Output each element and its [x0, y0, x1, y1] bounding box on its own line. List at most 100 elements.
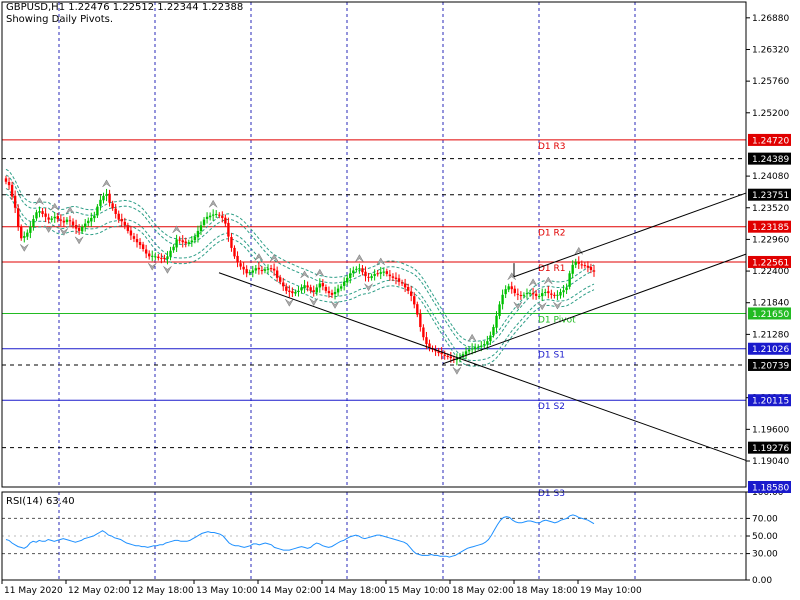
candle-body-91 — [282, 282, 285, 287]
candle-body-48 — [151, 255, 154, 257]
candle-body-154 — [473, 347, 477, 350]
trendlines[interactable] — [218, 192, 747, 461]
candle-body-193 — [592, 270, 596, 272]
candle-body-157 — [483, 343, 486, 346]
candle-body-74 — [230, 237, 233, 248]
candle-body-148 — [455, 358, 459, 361]
fractal-down-marker — [452, 367, 462, 375]
pivot-badge-3-bg — [748, 307, 791, 320]
envelope-band-1 — [5, 193, 595, 367]
candle-body-92 — [285, 286, 288, 291]
time-tick-label-7: 18 May 02:00 — [452, 586, 514, 596]
candle-body-108 — [333, 291, 337, 295]
fractal-down-marker — [74, 236, 84, 245]
candle-body-9 — [32, 219, 35, 227]
candle-body-14 — [47, 217, 50, 220]
pivot-badge-2-bg — [748, 255, 791, 268]
candle-body-64 — [199, 225, 203, 232]
candle-body-180 — [553, 294, 556, 296]
price-axis: 100.0070.0050.0030.000.001.268801.263201… — [746, 14, 789, 586]
candle-body-171 — [525, 293, 529, 295]
candle-body-53 — [166, 256, 169, 260]
candle-body-135 — [416, 304, 419, 315]
fractal-up-marker — [50, 202, 59, 211]
candle-body-40 — [126, 225, 130, 231]
candle-body-80 — [248, 272, 251, 274]
candle-body-179 — [550, 293, 553, 295]
candle-body-34 — [108, 193, 111, 203]
candle-body-88 — [272, 268, 276, 271]
candle-body-17 — [56, 216, 59, 220]
candle-body-138 — [425, 337, 428, 344]
candle-body-95 — [294, 291, 297, 294]
fractal-up-marker — [467, 333, 477, 342]
pivot-badge-4-bg — [748, 342, 791, 355]
candlestick-series — [4, 175, 596, 366]
candle-body-127 — [391, 276, 395, 278]
candle-body-7 — [26, 232, 29, 237]
candle-body-16 — [53, 216, 56, 219]
candle-body-122 — [376, 273, 379, 275]
candle-body-144 — [443, 354, 446, 356]
time-tick-label-4: 14 May 02:00 — [260, 586, 322, 596]
candle-body-41 — [129, 230, 133, 236]
candle-body-137 — [422, 327, 425, 338]
candle-body-13 — [44, 213, 47, 217]
fractal-up-marker — [355, 254, 364, 262]
candle-body-111 — [342, 281, 346, 286]
pivot-badge-1-text: 1.23185 — [752, 223, 789, 233]
candle-body-25 — [80, 226, 84, 232]
symbol-info: GBPUSD,H1 1.22476 1.22512 1.22344 1.2238… — [6, 2, 244, 13]
candle-body-112 — [346, 277, 349, 283]
candle-body-132 — [406, 287, 410, 291]
candle-body-134 — [413, 296, 416, 305]
candle-body-21 — [68, 220, 72, 222]
price-panel-border — [1, 1, 747, 488]
candle-body-65 — [202, 219, 206, 226]
candle-body-78 — [242, 266, 245, 270]
candle-body-12 — [41, 211, 44, 214]
candle-body-163 — [501, 294, 504, 305]
time-axis: 11 May 2020 12 May 02:00 12 May 18:00 13 Ma… — [1, 580, 642, 596]
envelope-bands — [5, 168, 595, 367]
rsi-tick-label-4: 0.00 — [752, 576, 772, 586]
trendline-2 — [513, 192, 747, 278]
level-badge-2-bg — [748, 358, 791, 371]
candle-body-113 — [349, 273, 352, 279]
candle-body-75 — [233, 247, 236, 257]
rsi-line — [5, 514, 595, 558]
candle-body-100 — [309, 287, 312, 291]
candle-body-4 — [16, 208, 20, 227]
time-tick-label-2: 12 May 18:00 — [132, 586, 194, 596]
candle-body-22 — [71, 221, 75, 226]
fractal-up-marker — [315, 268, 325, 277]
candle-body-86 — [266, 268, 270, 270]
price-tick-label-9: 1.21280 — [752, 330, 789, 340]
price-tick-label-4: 1.24080 — [752, 172, 789, 182]
candle-body-150 — [461, 354, 465, 357]
candle-body-106 — [327, 291, 331, 294]
candle-body-69 — [215, 213, 218, 215]
candle-body-169 — [519, 295, 523, 297]
pivot-indicator-label: Showing Daily Pivots. — [6, 14, 114, 25]
candle-body-174 — [534, 293, 538, 296]
candle-body-177 — [544, 291, 547, 293]
pivot-badge-3-text: 1.21650 — [752, 310, 789, 320]
candle-body-165 — [507, 286, 510, 290]
candle-body-101 — [312, 290, 315, 292]
rsi-tick-label-3: 30.00 — [752, 550, 778, 560]
candle-body-123 — [379, 272, 382, 274]
envelope-band-2 — [5, 174, 595, 348]
candle-body-20 — [65, 219, 69, 223]
candle-body-37 — [117, 213, 120, 220]
rsi-tick-label-2: 50.00 — [752, 532, 778, 542]
envelope-band-3 — [5, 188, 595, 361]
fractal-down-marker — [44, 225, 53, 234]
candle-body-87 — [269, 268, 273, 270]
fractal-down-marker — [364, 283, 373, 292]
fractal-down-marker — [330, 301, 340, 309]
pivot-badge-2-text: 1.22561 — [752, 258, 789, 268]
candle-body-73 — [227, 222, 230, 237]
candle-body-129 — [397, 278, 401, 282]
